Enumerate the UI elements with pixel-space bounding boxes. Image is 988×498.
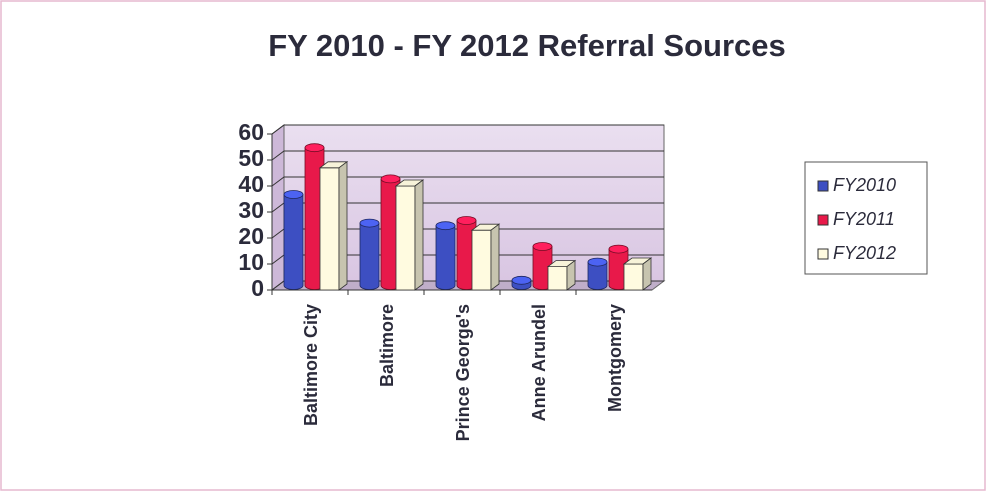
bar (359, 222, 380, 290)
legend-swatch (817, 214, 829, 226)
grid-line (271, 124, 664, 135)
x-tick-label: Montgomery (605, 304, 625, 412)
y-tick-label: 20 (238, 223, 264, 249)
grid-line (271, 150, 664, 161)
bar (587, 261, 608, 290)
bar-top (380, 174, 401, 184)
bar-top (608, 244, 629, 254)
bar-side (642, 257, 652, 291)
bar-top (359, 218, 380, 228)
bar (395, 185, 416, 291)
bar-side (566, 259, 576, 291)
bar-top (532, 242, 553, 251)
bar-side (414, 179, 424, 291)
x-tick-label: Anne Arundel (529, 304, 549, 421)
bar-top (587, 257, 608, 267)
legend-swatch (817, 248, 829, 260)
x-tick-label: Baltimore City (301, 304, 321, 426)
bar-side (338, 161, 348, 291)
bar (435, 225, 456, 290)
bar-top (456, 216, 477, 225)
y-tick-label: 10 (238, 249, 264, 275)
legend-label: FY2011 (833, 209, 895, 229)
bar (471, 229, 492, 291)
legend-label: FY2010 (833, 175, 896, 195)
x-tick-label: Prince George's (453, 304, 473, 441)
y-tick-label: 0 (251, 275, 264, 301)
bar (623, 263, 644, 291)
bar-top (304, 143, 325, 153)
bar (319, 167, 340, 291)
legend-swatch (817, 180, 829, 192)
bar (283, 194, 304, 290)
y-tick-label: 60 (238, 119, 264, 145)
bar-side (490, 223, 500, 291)
bar-top (283, 190, 304, 199)
bar (547, 266, 568, 291)
y-tick-label: 40 (238, 171, 264, 197)
legend-label: FY2012 (833, 243, 896, 263)
grid-line (271, 176, 664, 187)
bar-top (511, 275, 532, 285)
chart-title: FY 2010 - FY 2012 Referral Sources (268, 28, 786, 63)
bar-top (435, 221, 456, 231)
y-tick-label: 30 (238, 197, 264, 223)
x-tick-label: Baltimore (377, 304, 397, 387)
y-tick-label: 50 (238, 145, 264, 171)
